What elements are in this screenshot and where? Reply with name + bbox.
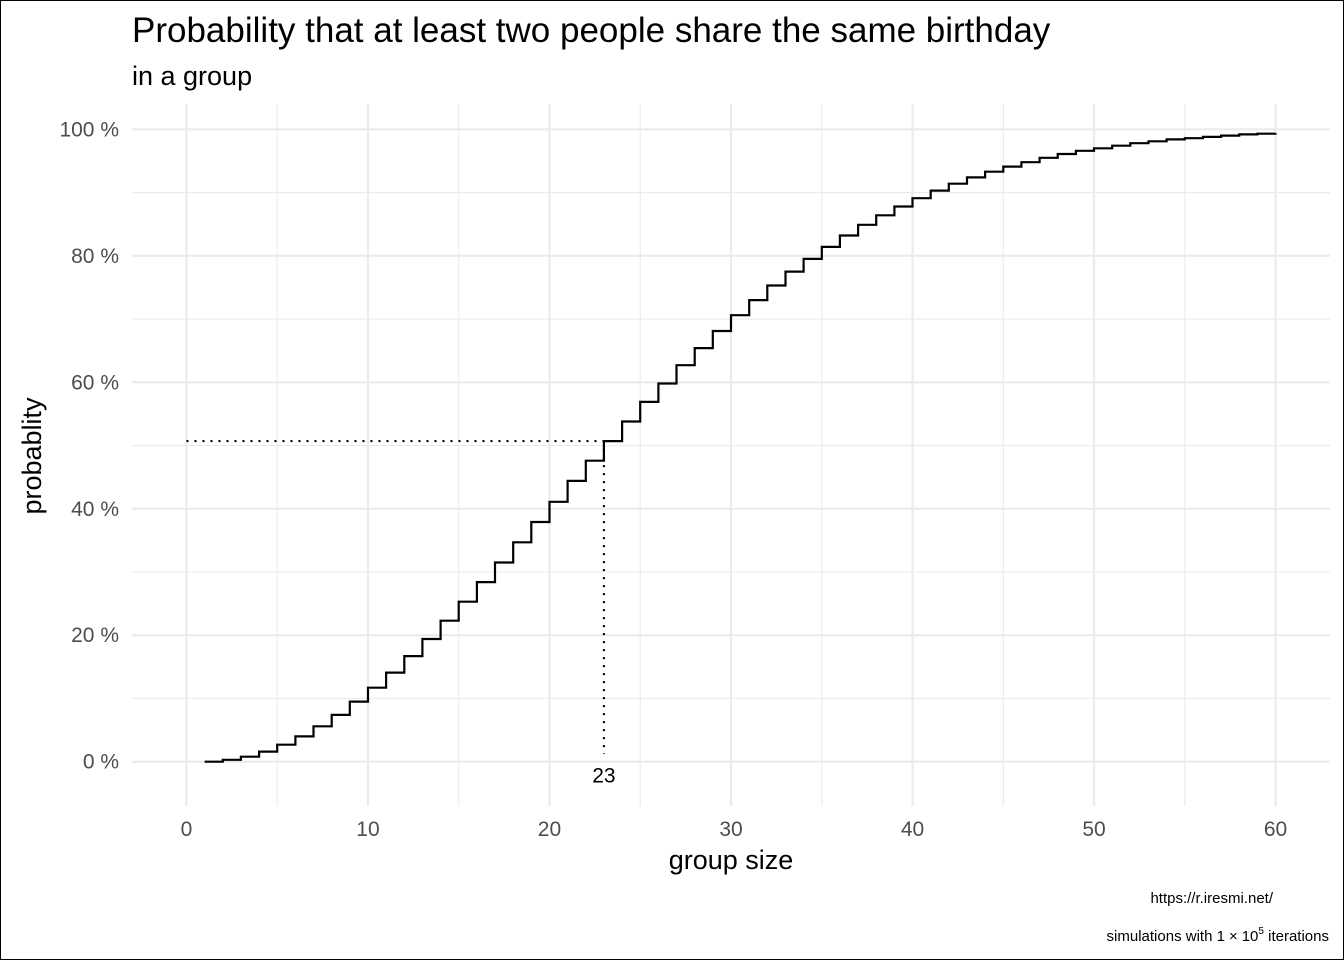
x-axis-title: group size <box>669 845 794 875</box>
caption-sims-base: 10 <box>1242 928 1259 945</box>
x-tick-label: 10 <box>356 818 379 841</box>
x-tick-label: 20 <box>538 818 561 841</box>
chart-title: Probability that at least two people sha… <box>132 11 1051 50</box>
major-gridlines <box>132 104 1330 806</box>
x-tick-label: 40 <box>901 818 924 841</box>
x-axis-tick-labels: 0 10 20 30 40 50 60 <box>181 818 1288 841</box>
x-tick-label: 0 <box>181 818 193 841</box>
y-tick-label: 60 % <box>71 371 119 394</box>
y-tick-label: 80 % <box>71 245 119 268</box>
annotation-lines <box>186 439 606 754</box>
x-tick-label: 50 <box>1082 818 1105 841</box>
y-axis-tick-labels: 0 % 20 % 40 % 60 % 80 % 100 % <box>59 118 119 773</box>
annotation-label: 23 <box>592 765 615 788</box>
caption-sims-exponent: 5 <box>1258 926 1264 937</box>
probability-step-line <box>204 132 1277 763</box>
y-tick-label: 20 % <box>71 624 119 647</box>
caption-sims-suffix: iterations <box>1264 928 1329 945</box>
y-tick-label: 0 % <box>83 751 119 774</box>
caption-sims-times: × <box>1229 928 1238 945</box>
y-tick-label: 100 % <box>59 118 119 141</box>
y-axis-title: probablity <box>17 397 47 515</box>
y-tick-label: 40 % <box>71 498 119 521</box>
caption-simulations: simulations with 1 × 105 iterations <box>1107 926 1329 945</box>
caption-url: https://r.iresmi.net/ <box>1150 890 1273 907</box>
x-tick-label: 60 <box>1264 818 1287 841</box>
chart-subtitle: in a group <box>132 61 252 91</box>
x-tick-label: 30 <box>719 818 742 841</box>
caption-sims-prefix: simulations with 1 <box>1107 928 1225 945</box>
